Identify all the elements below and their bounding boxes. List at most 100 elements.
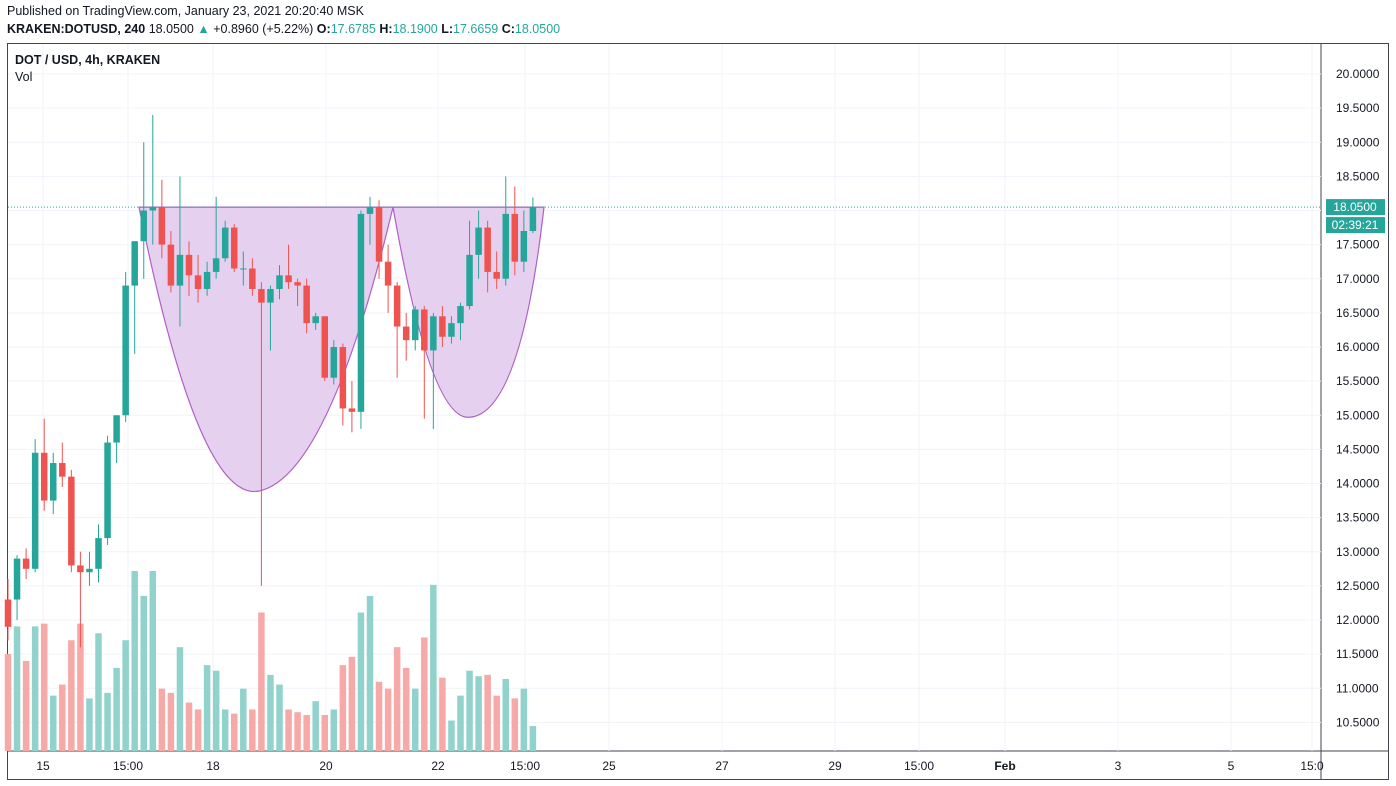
- x-tick-label: 29: [828, 759, 842, 773]
- volume-bar: [249, 709, 256, 751]
- last-price-tag-text: 18.0500: [1333, 200, 1377, 214]
- x-tick-label: 18: [206, 759, 220, 773]
- candle-body: [185, 254, 193, 276]
- candle-body: [439, 316, 446, 337]
- chart-frame[interactable]: [7, 43, 1389, 780]
- countdown-tag: [1326, 217, 1385, 234]
- volume-bar: [520, 688, 528, 751]
- volume-bar: [77, 623, 84, 751]
- volume-bar: [484, 674, 491, 751]
- candle-body: [303, 285, 310, 324]
- y-tick-label: 19.0000: [1336, 135, 1380, 149]
- last-price: 18.0500: [148, 22, 194, 36]
- volume-bar: [303, 715, 310, 751]
- candle-body: [421, 309, 428, 351]
- candle-body: [502, 213, 509, 279]
- candle-body: [4, 599, 12, 627]
- volume-bar: [348, 656, 356, 751]
- volume-bar: [221, 709, 229, 751]
- volume-bar: [50, 695, 57, 751]
- candle-body: [457, 306, 464, 324]
- y-tick-label: 15.5000: [1336, 374, 1380, 388]
- candle-body: [312, 316, 319, 324]
- x-tick-label: 22: [431, 759, 445, 773]
- volume-bar: [276, 684, 283, 751]
- x-tick-label: 3: [1115, 759, 1122, 773]
- candle-body: [59, 463, 66, 477]
- volume-bar: [13, 626, 21, 751]
- volume-bar: [176, 647, 184, 751]
- volume-bar: [86, 698, 93, 751]
- candle-body: [122, 285, 129, 416]
- volume-bar: [231, 713, 238, 751]
- volume-bar: [402, 667, 410, 751]
- candle-body: [149, 207, 157, 211]
- candle-body: [339, 347, 347, 409]
- candle-body: [330, 347, 338, 378]
- candle-body: [294, 282, 301, 286]
- volume-bar: [421, 637, 428, 751]
- volume-bar: [4, 654, 12, 751]
- volume-bar: [113, 667, 120, 751]
- x-tick-label: 5: [1228, 759, 1235, 773]
- volume-bar: [68, 640, 75, 751]
- volume-bar: [475, 676, 482, 751]
- candle-body: [511, 213, 519, 262]
- volume-bar: [412, 688, 419, 751]
- candle-body: [131, 241, 138, 286]
- volume-bar: [294, 712, 301, 751]
- y-tick-label: 10.5000: [1336, 715, 1380, 729]
- candle-body: [221, 227, 229, 259]
- countdown-tag-text: 02:39:21: [1332, 218, 1379, 232]
- volume-bar: [149, 571, 157, 751]
- candle-body: [493, 271, 500, 279]
- volume-bar: [285, 709, 292, 751]
- volume-bar: [457, 695, 464, 751]
- volume-bar: [59, 684, 66, 751]
- volume-bar: [321, 715, 328, 751]
- symbol-label: KRAKEN:DOTUSD, 240: [7, 22, 146, 36]
- close-value: 18.0500: [514, 22, 561, 36]
- candle-body: [31, 452, 39, 569]
- volume-bar: [258, 612, 265, 751]
- candle-body: [384, 261, 392, 286]
- triangle-up-icon: ▲: [197, 22, 210, 36]
- x-tick-label: 15:0: [1300, 759, 1324, 773]
- candle-body: [95, 538, 102, 569]
- volume-bar: [140, 595, 147, 751]
- candle-body: [104, 442, 111, 539]
- candle-body: [240, 268, 247, 270]
- price-change: +0.8960 (+5.22%): [213, 22, 314, 36]
- candle-body: [176, 254, 184, 286]
- volume-bar: [357, 612, 365, 751]
- candle-body: [430, 316, 437, 351]
- open-value: 17.6785: [330, 22, 376, 36]
- candle-body: [267, 288, 274, 303]
- y-tick-label: 16.0000: [1336, 340, 1380, 354]
- last-price-tag: [1326, 199, 1385, 216]
- volume-bar: [203, 665, 211, 751]
- volume-bar: [493, 695, 500, 751]
- candle-body: [212, 258, 220, 272]
- candle-body: [194, 275, 202, 289]
- volume-bar: [384, 688, 392, 751]
- candle-body: [249, 268, 256, 289]
- volume-bar: [22, 661, 30, 751]
- volume-bar: [212, 670, 220, 751]
- volume-bar: [104, 692, 111, 751]
- y-tick-label: 17.0000: [1336, 272, 1380, 286]
- volume-bar: [167, 692, 175, 751]
- published-caption: Published on TradingView.com, January 23…: [7, 4, 364, 18]
- volume-bar: [393, 647, 401, 751]
- open-label: O:: [316, 22, 331, 36]
- volume-bar: [267, 674, 274, 751]
- volume-bar: [448, 720, 455, 751]
- y-tick-label: 12.0000: [1336, 613, 1380, 627]
- candle-body: [393, 285, 401, 327]
- volume-bar: [339, 665, 347, 751]
- candle-body: [285, 275, 292, 283]
- candle-body: [203, 271, 211, 289]
- volume-bar: [430, 584, 437, 751]
- y-tick-label: 12.5000: [1336, 579, 1380, 593]
